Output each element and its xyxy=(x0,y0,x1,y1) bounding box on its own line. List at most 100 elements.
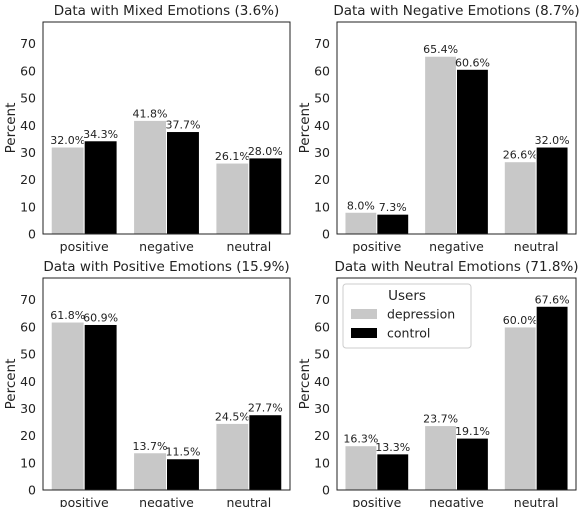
bar-control xyxy=(535,146,569,235)
y-tick-label: 50 xyxy=(314,347,330,362)
bar-depression xyxy=(503,161,537,235)
y-tick-label: 30 xyxy=(314,401,330,416)
y-tick-label: 20 xyxy=(20,172,36,187)
x-tick-label: positive xyxy=(60,239,109,254)
chart-panel-1: Data with Mixed Emotions (3.6%) Percent 0 1… xyxy=(3,3,291,254)
y-axis-label: Percent xyxy=(297,359,313,410)
bar-control xyxy=(535,305,569,491)
bar-value-label: 60.9% xyxy=(83,311,118,324)
bar-value-label: 26.6% xyxy=(503,149,538,162)
bar-value-label: 27.7% xyxy=(248,402,283,415)
y-tick-label: 40 xyxy=(20,118,36,133)
legend: Users depression control xyxy=(342,283,472,349)
legend-label-control: control xyxy=(387,326,430,341)
y-tick-label: 70 xyxy=(314,292,330,307)
bar-depression xyxy=(50,146,85,235)
chart-panel-4: Data with Neutral Emotions (71.8%) Percen… xyxy=(297,259,579,507)
bar-value-label: 13.7% xyxy=(133,440,168,453)
chart-title: Data with Positive Emotions (15.9%) xyxy=(43,259,289,275)
bar-value-label: 60.6% xyxy=(455,56,490,69)
y-tick-label: 60 xyxy=(314,319,330,334)
bar-value-label: 28.0% xyxy=(248,145,283,158)
y-tick-label: 20 xyxy=(314,172,330,187)
legend-label-depression: depression xyxy=(387,307,455,322)
y-tick-label: 30 xyxy=(20,401,36,416)
y-tick-label: 50 xyxy=(20,91,36,106)
x-tick-label: negative xyxy=(139,239,194,254)
y-tick-label: 10 xyxy=(314,199,330,214)
bar-value-label: 26.1% xyxy=(215,150,250,163)
chart-panel-3: Data with Positive Emotions (15.9%) Perce… xyxy=(3,259,291,507)
bar-value-label: 65.4% xyxy=(423,43,458,56)
y-tick-label: 10 xyxy=(314,455,330,470)
legend-swatch-control xyxy=(351,328,377,338)
chart-title: Data with Mixed Emotions (3.6%) xyxy=(54,3,280,19)
y-tick-label: 10 xyxy=(20,455,36,470)
y-tick-label: 0 xyxy=(28,483,36,498)
y-tick-label: 70 xyxy=(20,292,36,307)
x-tick-label: negative xyxy=(429,495,484,507)
chart-title: Data with Neutral Emotions (71.8%) xyxy=(334,259,578,275)
y-tick-label: 50 xyxy=(314,91,330,106)
chart-title: Data with Negative Emotions (8.7%) xyxy=(333,3,579,19)
plot-frame xyxy=(42,277,291,491)
bar-value-label: 13.3% xyxy=(375,441,410,454)
plot-frame xyxy=(336,21,577,235)
y-tick-label: 20 xyxy=(20,428,36,443)
bar-value-label: 60.0% xyxy=(503,314,538,327)
bar-value-label: 67.6% xyxy=(535,293,570,306)
bar-value-label: 7.3% xyxy=(379,201,407,214)
bar-value-label: 23.7% xyxy=(423,413,458,426)
y-tick-label: 70 xyxy=(20,36,36,51)
bar-depression xyxy=(424,425,457,491)
bar-depression xyxy=(344,211,378,235)
bar-value-label: 41.8% xyxy=(133,107,168,120)
bar-depression xyxy=(424,55,457,235)
bar-value-label: 24.5% xyxy=(215,410,250,423)
bar-value-label: 32.0% xyxy=(50,134,85,147)
bar-control xyxy=(376,453,410,491)
bar-value-label: 8.0% xyxy=(347,199,375,212)
y-tick-label: 70 xyxy=(314,36,330,51)
x-tick-label: neutral xyxy=(514,239,559,254)
y-axis-label: Percent xyxy=(3,359,19,410)
x-tick-label: positive xyxy=(60,495,109,507)
y-tick-label: 0 xyxy=(322,483,330,498)
y-axis-label: Percent xyxy=(3,103,19,154)
bar-depression xyxy=(215,422,250,491)
x-tick-label: negative xyxy=(139,495,194,507)
y-tick-label: 50 xyxy=(20,347,36,362)
y-tick-label: 10 xyxy=(20,199,36,214)
y-tick-label: 60 xyxy=(20,319,36,334)
y-tick-label: 40 xyxy=(314,374,330,389)
y-tick-label: 60 xyxy=(314,63,330,78)
bar-control xyxy=(376,213,410,235)
bar-value-label: 11.5% xyxy=(165,446,200,459)
bar-control xyxy=(456,68,489,235)
y-tick-label: 30 xyxy=(314,145,330,160)
x-tick-label: neutral xyxy=(226,495,271,507)
bar-depression xyxy=(215,162,250,235)
plot-frame xyxy=(336,277,577,491)
x-tick-label: positive xyxy=(352,495,401,507)
bar-control xyxy=(166,458,200,491)
y-tick-label: 20 xyxy=(314,428,330,443)
bar-depression xyxy=(50,321,85,491)
x-tick-label: neutral xyxy=(514,495,559,507)
bar-value-label: 32.0% xyxy=(535,134,570,147)
y-tick-label: 30 xyxy=(20,145,36,160)
y-axis-label: Percent xyxy=(297,103,313,154)
bar-control xyxy=(166,131,200,235)
legend-swatch-depression xyxy=(351,309,377,319)
y-tick-label: 40 xyxy=(20,374,36,389)
bar-control xyxy=(83,140,118,235)
bar-value-label: 34.3% xyxy=(83,128,118,141)
bar-control xyxy=(456,437,489,491)
bar-control xyxy=(248,157,283,235)
bar-value-label: 16.3% xyxy=(343,433,378,446)
y-tick-label: 60 xyxy=(20,63,36,78)
bar-control xyxy=(83,323,118,491)
x-tick-label: negative xyxy=(429,239,484,254)
bar-depression xyxy=(503,326,537,491)
